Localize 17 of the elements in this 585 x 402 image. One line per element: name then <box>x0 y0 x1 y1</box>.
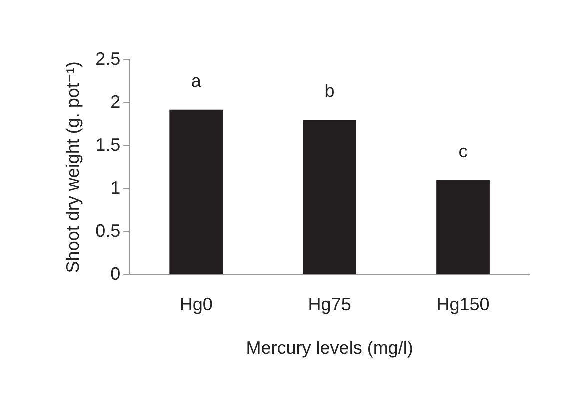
x-tick-label: Hg150 <box>436 294 490 315</box>
annotation: c <box>458 141 468 162</box>
bar <box>436 180 490 274</box>
y-tick-label: 2.5 <box>96 48 121 69</box>
y-tick-label: 1.5 <box>96 134 121 155</box>
y-tick-label: 2 <box>110 92 121 112</box>
bar <box>303 120 357 274</box>
y-axis-title: Shoot dry weight (g. pot⁻¹) <box>62 62 83 274</box>
y-tick-label: 0 <box>110 264 121 284</box>
annotation: b <box>324 81 335 102</box>
x-tick-label: Hg0 <box>180 294 213 315</box>
annotation: a <box>191 70 202 91</box>
x-axis-title: Mercury levels (mg/l) <box>246 338 414 358</box>
x-tick-label: Hg75 <box>308 294 352 315</box>
bar <box>170 110 224 274</box>
y-tick-label: 1 <box>110 178 121 198</box>
y-tick-label: 0.5 <box>96 220 121 241</box>
